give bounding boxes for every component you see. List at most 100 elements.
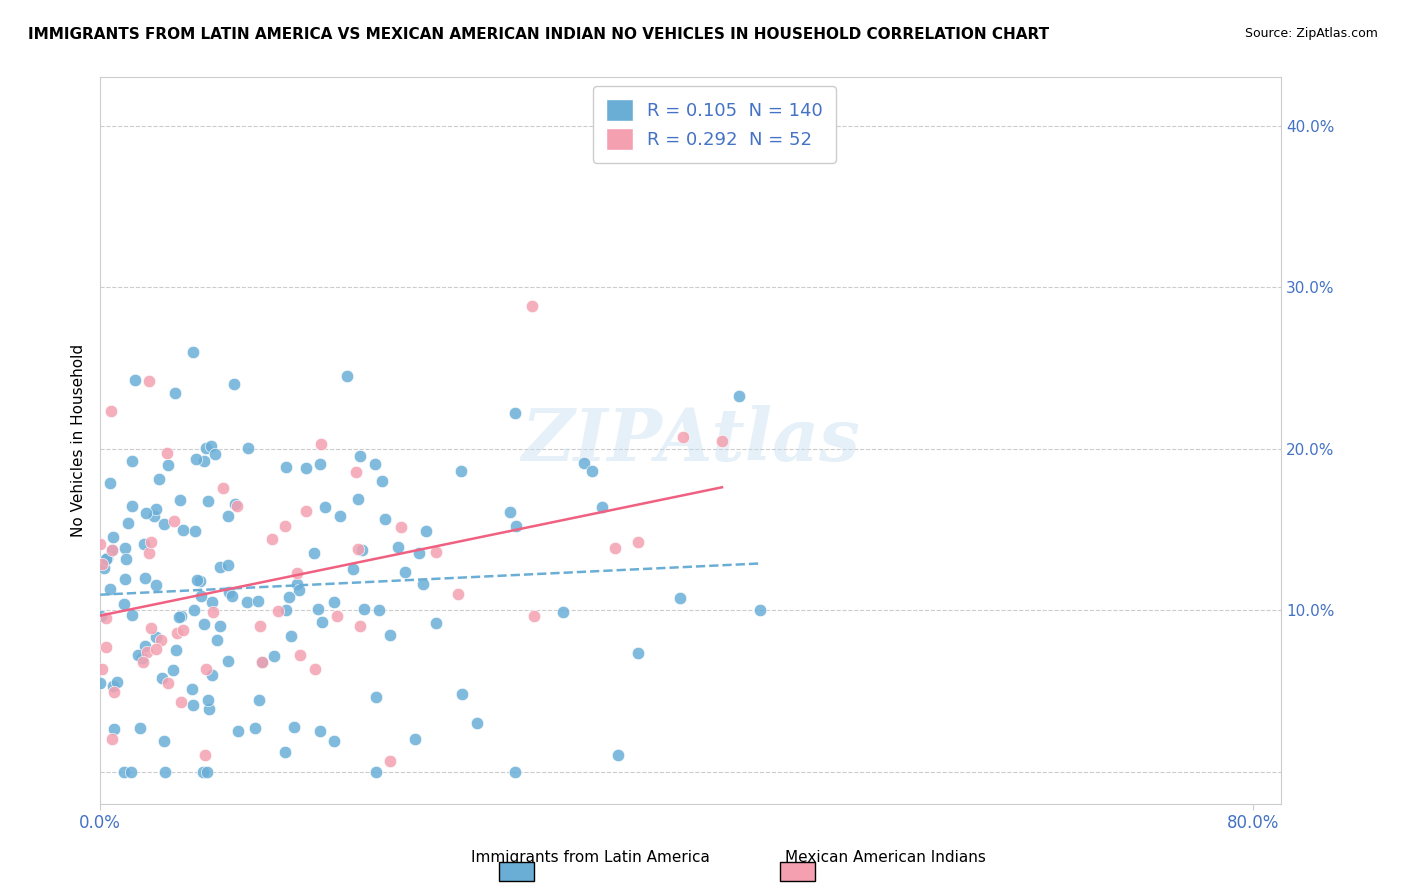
Point bbox=[294, 504, 316, 518]
Point bbox=[389, 520, 412, 534]
Point bbox=[205, 633, 228, 648]
Point bbox=[274, 745, 297, 759]
Point bbox=[143, 508, 166, 523]
Point bbox=[451, 687, 474, 701]
Point bbox=[308, 457, 330, 471]
Point bbox=[285, 577, 308, 591]
Point bbox=[94, 611, 117, 625]
Point bbox=[188, 574, 211, 589]
Point bbox=[425, 545, 447, 559]
Point bbox=[249, 619, 271, 633]
Point bbox=[217, 508, 239, 523]
Point bbox=[96, 550, 118, 565]
Point bbox=[186, 573, 208, 587]
Point bbox=[153, 516, 176, 531]
Point bbox=[603, 541, 626, 555]
Point bbox=[503, 406, 526, 420]
Point bbox=[505, 518, 527, 533]
Point bbox=[141, 621, 163, 635]
Point bbox=[100, 404, 122, 418]
Point bbox=[103, 723, 125, 737]
Point bbox=[226, 723, 249, 738]
Point bbox=[90, 557, 112, 571]
Point bbox=[193, 453, 215, 467]
Point bbox=[236, 594, 259, 608]
Point bbox=[322, 734, 344, 748]
Point bbox=[283, 720, 305, 734]
Point bbox=[193, 747, 215, 762]
Point bbox=[247, 693, 270, 707]
Point bbox=[323, 594, 346, 608]
Point bbox=[94, 552, 117, 566]
Point bbox=[121, 500, 143, 514]
Point bbox=[127, 648, 149, 662]
Point bbox=[101, 679, 124, 693]
Point bbox=[290, 648, 312, 662]
Point bbox=[181, 345, 204, 359]
Point bbox=[520, 299, 543, 313]
Point bbox=[191, 764, 214, 779]
Point bbox=[217, 558, 239, 572]
Point bbox=[370, 474, 392, 488]
Point bbox=[124, 373, 146, 387]
Point bbox=[165, 386, 187, 401]
Point bbox=[198, 702, 221, 716]
Point bbox=[90, 662, 112, 676]
Point bbox=[311, 615, 333, 629]
Point bbox=[236, 441, 259, 455]
Point bbox=[101, 731, 124, 746]
Point bbox=[252, 655, 274, 669]
Point bbox=[727, 389, 749, 403]
Point bbox=[193, 617, 215, 632]
Point bbox=[387, 541, 409, 555]
Point bbox=[221, 589, 243, 603]
Point bbox=[169, 493, 191, 508]
Point bbox=[285, 566, 308, 580]
Point bbox=[329, 509, 352, 524]
Point bbox=[172, 523, 194, 537]
Point bbox=[114, 541, 136, 555]
Point bbox=[404, 731, 426, 746]
Point bbox=[93, 561, 115, 575]
Point bbox=[156, 458, 179, 472]
Point bbox=[183, 602, 205, 616]
Point bbox=[103, 685, 125, 699]
Point bbox=[150, 671, 173, 685]
Point bbox=[226, 499, 249, 513]
Point bbox=[145, 630, 167, 644]
Point bbox=[415, 524, 437, 538]
Point bbox=[172, 623, 194, 637]
Point bbox=[117, 516, 139, 530]
Point bbox=[197, 493, 219, 508]
Point bbox=[450, 464, 472, 478]
Point bbox=[112, 764, 135, 779]
Point bbox=[408, 545, 430, 559]
Point bbox=[668, 591, 690, 605]
Point bbox=[467, 715, 489, 730]
Point bbox=[148, 472, 170, 486]
Point bbox=[114, 552, 136, 566]
Point bbox=[250, 655, 273, 669]
Point bbox=[278, 590, 301, 604]
Point bbox=[498, 505, 520, 519]
Point bbox=[204, 448, 226, 462]
Point bbox=[425, 616, 447, 631]
Point bbox=[166, 643, 188, 657]
Point bbox=[209, 619, 232, 633]
Legend: R = 0.105  N = 140, R = 0.292  N = 52: R = 0.105 N = 140, R = 0.292 N = 52 bbox=[593, 87, 835, 163]
Point bbox=[105, 675, 128, 690]
Point bbox=[218, 584, 240, 599]
Point bbox=[260, 532, 283, 546]
Point bbox=[276, 460, 298, 475]
Point bbox=[364, 457, 387, 471]
Point bbox=[378, 627, 401, 641]
Point bbox=[112, 597, 135, 611]
Point bbox=[274, 518, 297, 533]
Point bbox=[195, 764, 218, 779]
Point bbox=[367, 602, 389, 616]
Point bbox=[308, 724, 330, 739]
Point bbox=[181, 698, 204, 712]
Text: ZIPAtlas: ZIPAtlas bbox=[522, 405, 860, 476]
Point bbox=[101, 530, 124, 544]
Point bbox=[212, 481, 235, 495]
